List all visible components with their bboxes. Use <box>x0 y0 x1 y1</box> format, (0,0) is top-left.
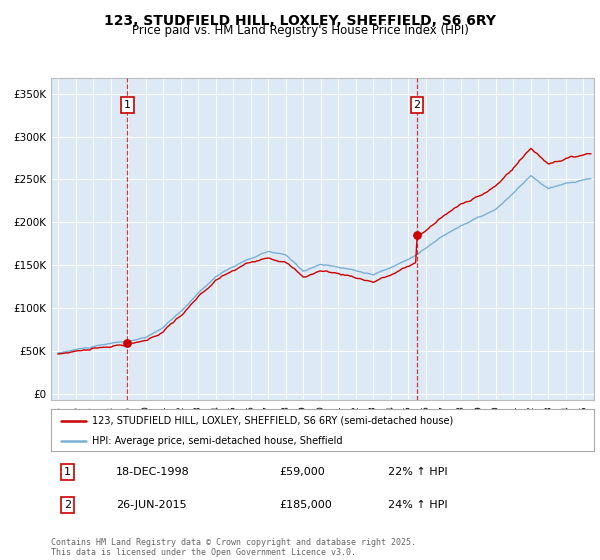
Point <box>122 339 132 348</box>
Text: 2: 2 <box>64 500 71 510</box>
Point <box>412 231 422 240</box>
Text: 26-JUN-2015: 26-JUN-2015 <box>116 500 187 510</box>
Text: Contains HM Land Registry data © Crown copyright and database right 2025.
This d: Contains HM Land Registry data © Crown c… <box>51 538 416 557</box>
Text: 1: 1 <box>124 100 131 110</box>
Text: 123, STUDFIELD HILL, LOXLEY, SHEFFIELD, S6 6RY (semi-detached house): 123, STUDFIELD HILL, LOXLEY, SHEFFIELD, … <box>92 416 453 426</box>
Text: 22% ↑ HPI: 22% ↑ HPI <box>388 467 447 477</box>
Text: 24% ↑ HPI: 24% ↑ HPI <box>388 500 447 510</box>
Text: 1: 1 <box>64 467 71 477</box>
Text: HPI: Average price, semi-detached house, Sheffield: HPI: Average price, semi-detached house,… <box>92 436 342 446</box>
Text: £185,000: £185,000 <box>279 500 332 510</box>
Text: £59,000: £59,000 <box>279 467 325 477</box>
Text: 2: 2 <box>413 100 421 110</box>
Text: 123, STUDFIELD HILL, LOXLEY, SHEFFIELD, S6 6RY: 123, STUDFIELD HILL, LOXLEY, SHEFFIELD, … <box>104 14 496 28</box>
Text: Price paid vs. HM Land Registry's House Price Index (HPI): Price paid vs. HM Land Registry's House … <box>131 24 469 37</box>
Text: 18-DEC-1998: 18-DEC-1998 <box>116 467 190 477</box>
